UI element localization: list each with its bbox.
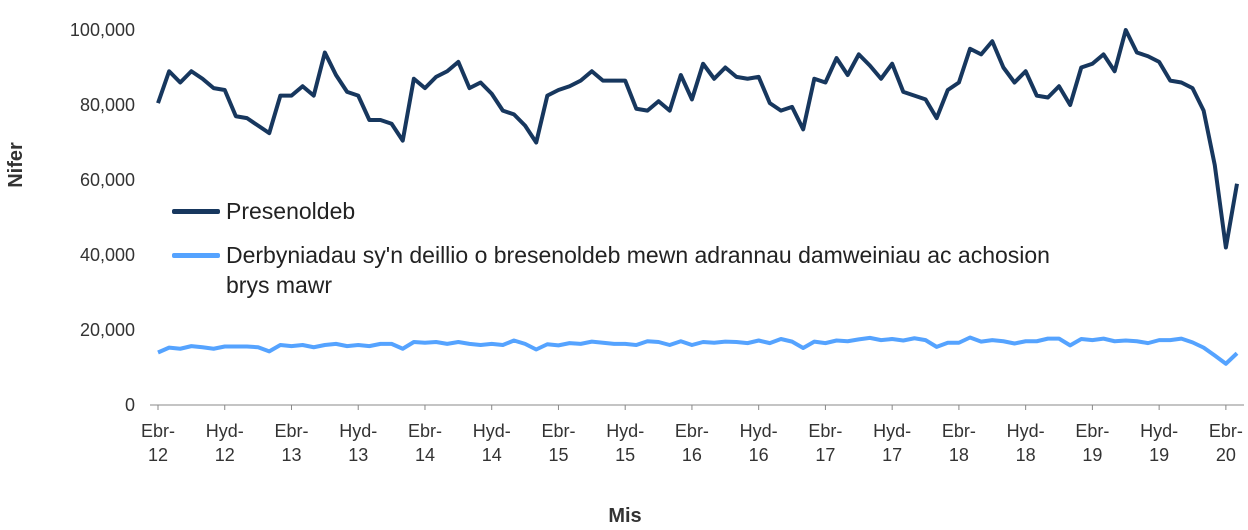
x-tick-label-part: 13	[348, 445, 368, 465]
x-tick-label-part: 18	[1016, 445, 1036, 465]
legend-label: Derbyniadau sy'n deillio o bresenoldeb m…	[226, 242, 1050, 298]
x-tick-label-part: 15	[615, 445, 635, 465]
x-tick-label-part: Ebr-	[1075, 421, 1109, 441]
legend-entry: Derbyniadau sy'n deillio o bresenoldeb m…	[172, 240, 1072, 300]
x-tick-label-part: Hyd-	[339, 421, 377, 441]
y-tick-label: 40,000	[80, 245, 135, 265]
y-tick-label: 0	[125, 395, 135, 415]
legend: Presenoldeb Derbyniadau sy'n deillio o br…	[172, 196, 1072, 314]
x-tick-label-part: 12	[148, 445, 168, 465]
x-tick-label: Hyd- 17	[873, 421, 911, 465]
x-tick-label-part: 14	[482, 445, 502, 465]
x-tick-label: Ebr- 20	[1209, 421, 1243, 465]
x-tick-label-part: Ebr-	[808, 421, 842, 441]
x-tick-label-part: 18	[949, 445, 969, 465]
x-tick-label-part: Ebr-	[274, 421, 308, 441]
y-tick-label: 60,000	[80, 170, 135, 190]
x-tick-label-part: 14	[415, 445, 435, 465]
x-tick-label: Ebr- 18	[942, 421, 976, 465]
x-tick-label: Ebr- 15	[541, 421, 575, 465]
x-tick-label-part: 13	[281, 445, 301, 465]
x-tick-label: Hyd- 19	[1140, 421, 1178, 465]
x-tick-label-part: Hyd-	[1007, 421, 1045, 441]
x-tick-label-part: 15	[548, 445, 568, 465]
x-tick-label: Ebr- 17	[808, 421, 842, 465]
x-tick-label-part: 17	[815, 445, 835, 465]
x-tick-label-part: 16	[682, 445, 702, 465]
y-tick-label: 20,000	[80, 320, 135, 340]
x-tick-label-part: 20	[1216, 445, 1236, 465]
x-tick-label-part: Hyd-	[606, 421, 644, 441]
x-tick-label-part: Hyd-	[740, 421, 778, 441]
x-tick-label: Hyd- 13	[339, 421, 377, 465]
x-tick-label-part: 17	[882, 445, 902, 465]
x-tick-label: Hyd- 14	[473, 421, 511, 465]
legend-swatch	[172, 253, 220, 258]
y-tick-label: 80,000	[80, 95, 135, 115]
x-tick-label: Ebr- 14	[408, 421, 442, 465]
x-tick-label-part: 12	[215, 445, 235, 465]
x-tick-label: Ebr- 13	[274, 421, 308, 465]
series-line	[156, 28, 1239, 250]
x-tick-label-part: Hyd-	[873, 421, 911, 441]
x-tick-label-part: Ebr-	[675, 421, 709, 441]
legend-label: Presenoldeb	[226, 198, 356, 224]
x-tick-label: Hyd- 18	[1007, 421, 1045, 465]
y-tick-label: 100,000	[70, 20, 135, 40]
x-tick-label-part: Ebr-	[408, 421, 442, 441]
legend-entry: Presenoldeb	[172, 196, 1072, 226]
x-tick-label: Hyd- 15	[606, 421, 644, 465]
x-tick-label-part: Hyd-	[206, 421, 244, 441]
x-tick-label-part: Hyd-	[1140, 421, 1178, 441]
x-tick-label-part: Ebr-	[942, 421, 976, 441]
x-tick-label-part: 16	[749, 445, 769, 465]
x-axis-label: Mis	[608, 505, 641, 527]
x-tick-label-part: 19	[1149, 445, 1169, 465]
legend-swatch	[172, 209, 220, 214]
y-axis-label: Nifer	[5, 142, 27, 188]
x-tick-label: Ebr- 16	[675, 421, 709, 465]
x-tick-label: Ebr- 19	[1075, 421, 1109, 465]
x-tick-label-part: 19	[1082, 445, 1102, 465]
x-tick-label-part: Ebr-	[1209, 421, 1243, 441]
x-tick-label: Ebr- 12	[141, 421, 175, 465]
x-tick-label-part: Ebr-	[541, 421, 575, 441]
x-tick-label: Hyd- 16	[740, 421, 778, 465]
x-tick-label-part: Ebr-	[141, 421, 175, 441]
series-line	[157, 335, 1239, 366]
x-tick-label-part: Hyd-	[473, 421, 511, 441]
x-tick-label: Hyd- 12	[206, 421, 244, 465]
